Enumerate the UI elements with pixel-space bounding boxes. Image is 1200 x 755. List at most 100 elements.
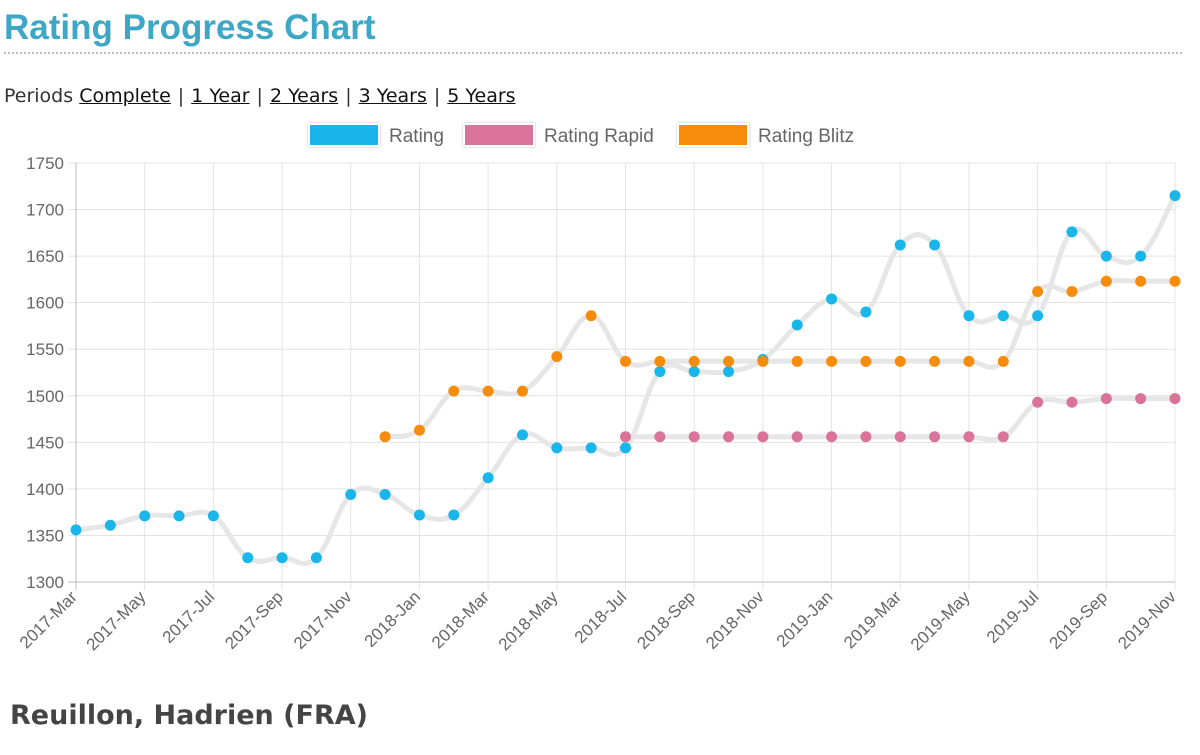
page-title: Rating Progress Chart (4, 8, 376, 47)
rating-blitz-point (551, 351, 563, 363)
rating-point (894, 239, 906, 251)
rating-blitz-point (448, 385, 460, 397)
rating-point (620, 442, 631, 454)
rating-point (723, 366, 735, 378)
rating-point (929, 239, 941, 251)
rating-point (791, 319, 803, 331)
rating-blitz-point (516, 385, 528, 397)
x-tick-label: 2019-Nov (1114, 587, 1180, 653)
rating-point (413, 509, 425, 521)
rating-point (379, 488, 391, 500)
rating-rapid-point (654, 431, 666, 443)
legend-swatch-rating (308, 123, 380, 147)
rating-point (997, 310, 1009, 322)
rating-point (516, 429, 528, 441)
rating-point (688, 366, 700, 378)
x-tick-label: 2018-Nov (702, 587, 768, 653)
rating-blitz-point (860, 355, 872, 367)
rating-blitz-point (654, 355, 666, 367)
rating-rapid-point (757, 431, 769, 443)
rating-blitz-point (723, 355, 735, 367)
x-tick-label: 2017-Nov (290, 587, 356, 653)
x-tick-label: 2017-May (83, 587, 150, 654)
rating-point (276, 552, 288, 564)
rating-rapid-point (1169, 393, 1181, 405)
rating-blitz-point (1066, 285, 1078, 297)
rating-point (310, 552, 322, 564)
legend-label-rating-rapid: Rating Rapid (544, 126, 654, 147)
rating-progress-chart: 1300 1350 1400 1450 1500 1550 1600 1650 1700 1750… (16, 123, 1181, 654)
rating-rapid-point (1032, 396, 1044, 408)
legend-swatch-rating-blitz (677, 123, 749, 147)
rating-blitz-point (379, 431, 391, 443)
x-tick-label: 2019-Jan (773, 587, 837, 651)
rating-point (207, 510, 219, 522)
rating-blitz-point (585, 310, 597, 322)
rating-point (139, 510, 151, 522)
rating-point (482, 472, 494, 484)
rating-point (448, 509, 460, 521)
rating-blitz-point (757, 355, 769, 367)
rating-blitz-point (929, 355, 941, 367)
rating-blitz-point (791, 355, 803, 367)
rating-rapid-point (1100, 393, 1112, 405)
y-tick-label: 1650 (26, 247, 64, 266)
period-separator: | (433, 85, 441, 107)
rating-blitz-point (620, 355, 631, 367)
y-tick-label: 1750 (26, 154, 64, 173)
period-selector: Periods Complete | 1 Year | 2 Years | 3 Years |… (4, 85, 516, 107)
rating-rapid-point (963, 431, 975, 443)
rating-rapid-point (1135, 393, 1147, 405)
period-link-3-years[interactable]: 3 Years (358, 85, 427, 107)
x-tick-label: 2018-Jan (361, 587, 425, 651)
rating-point (551, 442, 563, 454)
rating-blitz-point (413, 424, 425, 436)
legend-label-rating: Rating (389, 126, 444, 147)
y-tick-label: 1400 (26, 480, 64, 499)
rating-rapid-point (894, 431, 906, 443)
x-tick-label: 2018-Jul (571, 587, 631, 647)
rating-blitz-point (688, 355, 700, 367)
rating-blitz-point (1135, 275, 1147, 287)
rating-blitz-point (1100, 275, 1112, 287)
rating-rapid-point (723, 431, 735, 443)
y-tick-label: 1300 (26, 573, 64, 592)
player-name: Reuillon, Hadrien (FRA) (10, 700, 368, 731)
x-tick-label: 2019-Mar (840, 587, 905, 652)
legend-label-rating-blitz: Rating Blitz (758, 126, 854, 147)
period-link-5-years[interactable]: 5 Years (447, 85, 516, 107)
rating-point (585, 442, 597, 454)
rating-rapid-point (1066, 396, 1078, 408)
x-tick-label: 2018-Sep (633, 587, 699, 653)
x-tick-label: 2018-Mar (428, 587, 493, 652)
rating-blitz-line (382, 277, 1178, 440)
legend-swatch-rating-rapid (463, 123, 535, 147)
rating-point (1066, 226, 1078, 238)
rating-point (654, 366, 666, 378)
y-tick-label: 1450 (26, 433, 64, 452)
period-link-complete[interactable]: Complete (79, 85, 171, 107)
rating-blitz-point (963, 355, 975, 367)
rating-point (826, 293, 838, 305)
rating-blitz-point (894, 355, 906, 367)
rating-rapid-point (929, 431, 941, 443)
rating-point (345, 488, 357, 500)
period-link-2-years[interactable]: 2 Years (269, 85, 339, 107)
title-divider (4, 52, 1182, 54)
rating-point (860, 306, 872, 318)
rating-point (242, 552, 254, 564)
rating-point (1100, 250, 1112, 262)
period-link-1-year[interactable]: 1 Year (191, 85, 250, 107)
y-tick-label: 1500 (26, 387, 64, 406)
rating-point (173, 510, 185, 522)
rating-point (1135, 250, 1147, 262)
periods-label: Periods (4, 85, 74, 107)
y-tick-label: 1600 (26, 294, 64, 313)
x-tick-label: 2019-Sep (1046, 587, 1112, 653)
rating-blitz-point (1032, 285, 1044, 297)
x-tick-label: 2019-Jul (983, 587, 1043, 647)
rating-blitz-point (997, 355, 1009, 367)
rating-point (963, 310, 975, 322)
period-separator: | (177, 85, 185, 107)
rating-rapid-point (997, 431, 1009, 443)
